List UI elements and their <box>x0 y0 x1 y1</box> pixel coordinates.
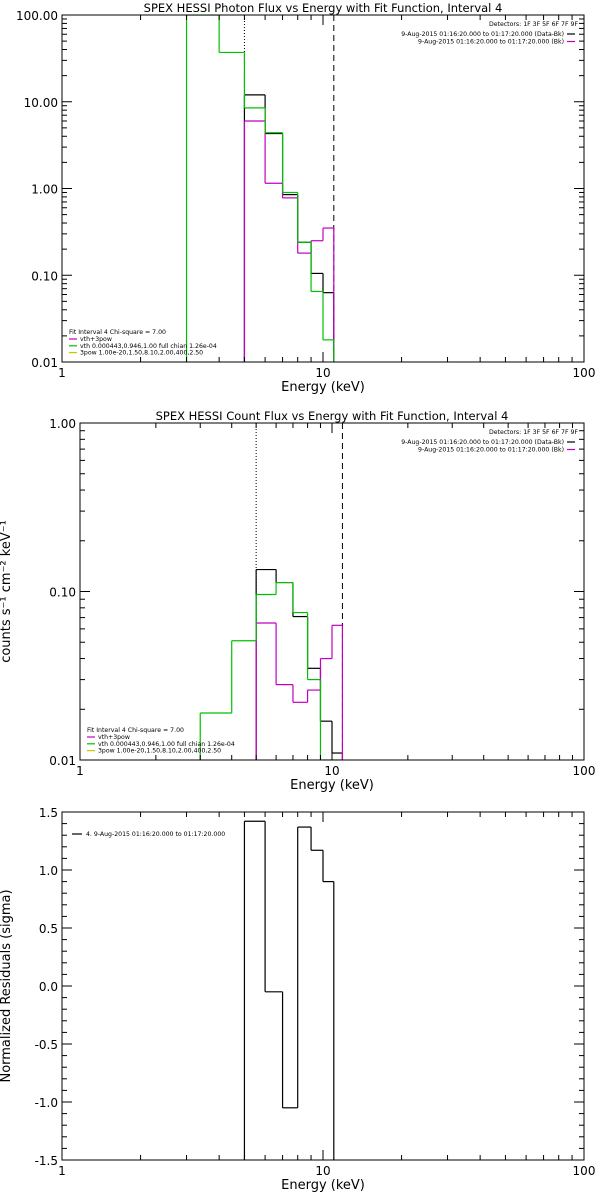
x-tick-label: 100 <box>573 764 596 778</box>
x-tick-label: 1 <box>58 1164 66 1178</box>
y-tick-label: -1.5 <box>35 1154 58 1168</box>
fit-legend-entry: vth+3pow <box>80 336 112 343</box>
y-axis-label: counts s⁻¹ cm⁻² keV⁻¹ <box>0 520 14 663</box>
x-tick-label: 1 <box>76 764 84 778</box>
y-tick-label: -1.0 <box>35 1096 58 1110</box>
chart-title: SPEX HESSI Photon Flux vs Energy with Fi… <box>144 1 503 15</box>
legend-entry-label: 9-Aug-2015 01:16:20.000 to 01:17:20.000 … <box>401 439 564 446</box>
x-axis-label: Energy (keV) <box>281 380 365 395</box>
residuals-panel: 1 10 100 Energy (keV) -1.5 -1.0 -0.5 0.0 0.5 1.0 1… <box>0 806 595 1193</box>
y-axis-label: Normalized Residuals (sigma) <box>0 889 14 1082</box>
y-tick-label: 0.10 <box>31 269 58 283</box>
legend-entry-label: 9-Aug-2015 01:16:20.000 to 01:17:20.000 … <box>401 31 564 38</box>
x-tick-label: 10 <box>315 366 330 380</box>
y-tick-label: 0.0 <box>39 980 58 994</box>
photon-flux-panel: SPEX HESSI Photon Flux vs Energy with Fi… <box>16 1 595 395</box>
fit-legend-header: Fit Interval 4 Chi-square = 7.00 <box>69 329 166 336</box>
y-tick-label: 1.5 <box>39 806 58 820</box>
fit-legend-entry: vth 0.000443,0.946,1.00 full chian 1.26e… <box>98 741 235 748</box>
y-tick-label: 1.00 <box>31 183 58 197</box>
series-group <box>199 568 344 760</box>
y-tick-label: 0.10 <box>49 586 76 600</box>
legend-detectors: Detectors: 1F 3F 5F 6F 7F 9F <box>489 429 578 436</box>
y-tick-label: 0.01 <box>31 356 58 370</box>
y-tick-label: 1.00 <box>49 417 76 431</box>
legend-entry-label: 9-Aug-2015 01:16:20.000 to 01:17:20.000 … <box>418 447 564 454</box>
fit-legend-entry: vth+3pow <box>98 734 130 741</box>
fit-legend-header: Fit Interval 4 Chi-square = 7.00 <box>87 727 184 734</box>
fit-legend-entry: 3pow 1.00e-20,1.50,8.10,2.00,400,2.50 <box>80 350 203 357</box>
y-tick-label: 0.01 <box>49 754 76 768</box>
count-flux-panel: SPEX HESSI Count Flux vs Energy with Fit… <box>0 409 595 793</box>
fit-legend-entry: 3pow 1.00e-20,1.50,8.10,2.00,400,2.50 <box>98 748 221 755</box>
y-tick-label: 0.5 <box>39 922 58 936</box>
y-tick-label: 100.00 <box>16 9 58 23</box>
x-tick-label: 100 <box>573 366 596 380</box>
fit-legend-entry: vth 0.000443,0.946,1.00 full chian 1.26e… <box>80 343 217 350</box>
legend-entry-label: 9-Aug-2015 01:16:20.000 to 01:17:20.000 … <box>418 39 564 46</box>
x-axis-label: Energy (keV) <box>290 778 374 793</box>
chart-title: SPEX HESSI Count Flux vs Energy with Fit… <box>156 409 509 423</box>
x-tick-label: 10 <box>315 1164 330 1178</box>
series-group <box>185 15 335 362</box>
x-axis-label: Energy (keV) <box>281 1178 365 1193</box>
x-tick-label: 100 <box>573 1164 596 1178</box>
legend-detectors: Detectors: 1F 3F 5F 6F 7F 9F <box>489 21 578 28</box>
y-tick-label: 1.0 <box>39 864 58 878</box>
legend-entry-label: 4. 9-Aug-2015 01:16:20.000 to 01:17:20.0… <box>86 831 225 838</box>
x-tick-label: 10 <box>324 764 339 778</box>
y-tick-label: 10.00 <box>24 96 58 110</box>
y-tick-label: -0.5 <box>35 1038 58 1052</box>
plot-frame <box>79 422 585 761</box>
series-group <box>243 820 335 1160</box>
x-tick-label: 1 <box>58 366 66 380</box>
